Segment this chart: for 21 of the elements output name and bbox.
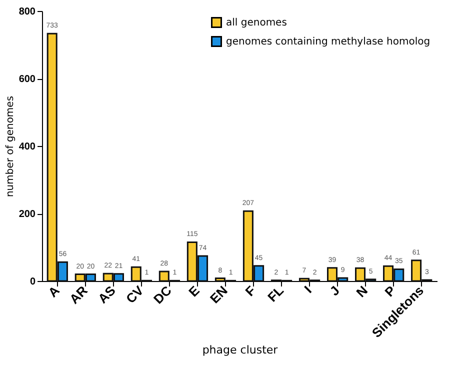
x-axis-title: phage cluster <box>202 343 278 356</box>
x-tick-label: EN <box>207 282 230 306</box>
x-tick-label: AS <box>95 282 119 306</box>
y-tick-label: 600 <box>18 74 36 85</box>
x-tick-label: I <box>301 282 314 296</box>
y-tick-label: 200 <box>18 209 36 220</box>
legend-label: all genomes <box>226 18 287 28</box>
x-tick-label: CV <box>123 282 147 306</box>
x-tick-label: J <box>326 282 342 299</box>
y-tick-label: 800 <box>18 6 36 18</box>
x-tick-label: E <box>186 282 203 300</box>
x-tick-label: FL <box>264 282 287 305</box>
x-tick-label: DC <box>150 282 175 307</box>
x-tick-label: F <box>242 282 258 300</box>
y-tick-label: 400 <box>18 142 36 152</box>
x-tick-label: A <box>45 282 63 300</box>
y-tick-label: 0 <box>30 276 36 288</box>
legend-label: genomes containing methylase homolog <box>226 36 430 48</box>
x-tick-label: AR <box>66 282 91 307</box>
y-axis-title: number of genomes <box>4 96 16 198</box>
x-tick-label: N <box>353 282 371 300</box>
